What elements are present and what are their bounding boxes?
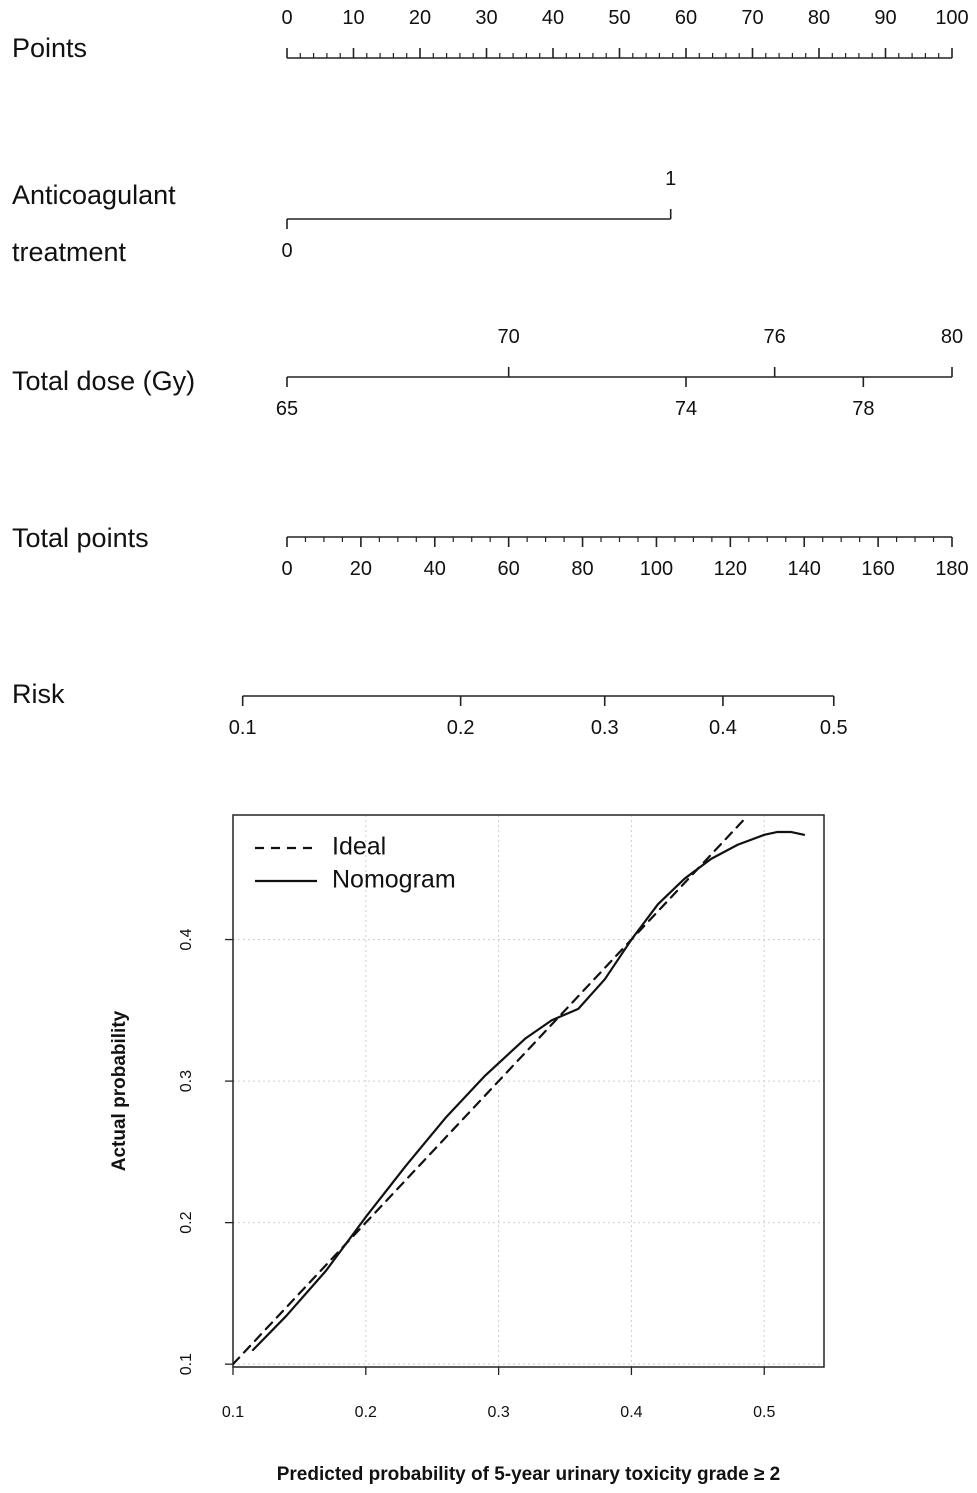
tick-label: 74	[675, 398, 697, 420]
tick-label: 40	[542, 7, 564, 29]
tick-label: 180	[935, 558, 968, 580]
row-label-risk: Risk	[12, 679, 65, 709]
x-axis-title: Predicted probability of 5-year urinary …	[277, 1464, 781, 1485]
tick-label: 0.1	[229, 717, 257, 739]
row-label-total-dose: Total dose (Gy)	[12, 366, 195, 396]
tick-label: 50	[608, 7, 630, 29]
tick-label: 20	[350, 558, 372, 580]
nomogram-row-total-dose: Total dose (Gy) 65 70 74 76 78 80	[12, 326, 963, 420]
tick-label: 100	[935, 7, 968, 29]
calibration-plot-panel: 0.1 0.2 0.3 0.4 0.5 0.1 0.2 0.3 0.4 Ideal Nomogram…	[109, 814, 825, 1485]
series-line-ideal	[233, 819, 745, 1366]
tick-label: 0	[281, 7, 292, 29]
tick-label: 10	[342, 7, 364, 29]
tick-label: 30	[475, 7, 497, 29]
y-tick-label: 0.1	[178, 1353, 195, 1375]
x-tick-label: 0.3	[487, 1404, 509, 1421]
tick-label: 0	[281, 240, 292, 262]
tick-label: 0.5	[820, 717, 848, 739]
tick-label: 80	[941, 326, 963, 348]
tick-label: 70	[498, 326, 520, 348]
tick-label: 80	[808, 7, 830, 29]
tick-label: 60	[498, 558, 520, 580]
tick-label: 70	[741, 7, 763, 29]
y-tick-label: 0.2	[178, 1211, 195, 1233]
legend: Ideal Nomogram	[255, 833, 456, 894]
tick-label: 0.3	[591, 717, 619, 739]
tick-label: 65	[276, 398, 298, 420]
tick-label: 0.2	[447, 717, 475, 739]
tick-label: 0	[281, 558, 292, 580]
y-tick-label: 0.3	[178, 1070, 195, 1092]
tick-label: 80	[571, 558, 593, 580]
tick-label: 20	[409, 7, 431, 29]
x-tick-label: 0.4	[620, 1404, 642, 1421]
tick-label: 90	[874, 7, 896, 29]
plot-frame	[232, 814, 825, 1368]
tick-label: 40	[424, 558, 446, 580]
tick-label: 60	[675, 7, 697, 29]
row-label-total-points: Total points	[12, 523, 149, 553]
row-label-points: Points	[12, 33, 87, 63]
row-label-anticoagulant: treatment	[12, 237, 127, 267]
tick-label: 78	[852, 398, 874, 420]
tick-label: 100	[640, 558, 673, 580]
series-line-nomogram	[251, 830, 806, 1352]
y-axis-title: Actual probability	[109, 1010, 130, 1171]
nomogram-row-total-points: Total points 0 20 40 60 80 100 120 140 160 180	[12, 523, 969, 580]
tick-label: 76	[764, 326, 786, 348]
tick-label: 140	[788, 558, 821, 580]
legend-label-nomogram: Nomogram	[332, 866, 456, 894]
x-tick-label: 0.5	[753, 1404, 775, 1421]
row-label-anticoagulant: Anticoagulant	[12, 180, 176, 210]
series-layer	[233, 819, 806, 1366]
nomogram-row-anticoagulant: Anticoagulant treatment 0 1	[12, 168, 676, 267]
nomogram-row-risk: Risk 0.1 0.2 0.3 0.4 0.5	[12, 679, 848, 739]
x-tick-label: 0.1	[222, 1404, 244, 1421]
tick-label: 120	[714, 558, 747, 580]
tick-label: 1	[665, 168, 676, 190]
x-tick-label: 0.2	[355, 1404, 377, 1421]
y-tick-label: 0.4	[178, 928, 195, 950]
legend-label-ideal: Ideal	[332, 833, 386, 861]
nomogram-row-points: Points 0 10 20 30 40 50 60 70 80 90 100	[12, 7, 969, 63]
tick-label: 160	[861, 558, 894, 580]
tick-label: 0.4	[709, 717, 737, 739]
